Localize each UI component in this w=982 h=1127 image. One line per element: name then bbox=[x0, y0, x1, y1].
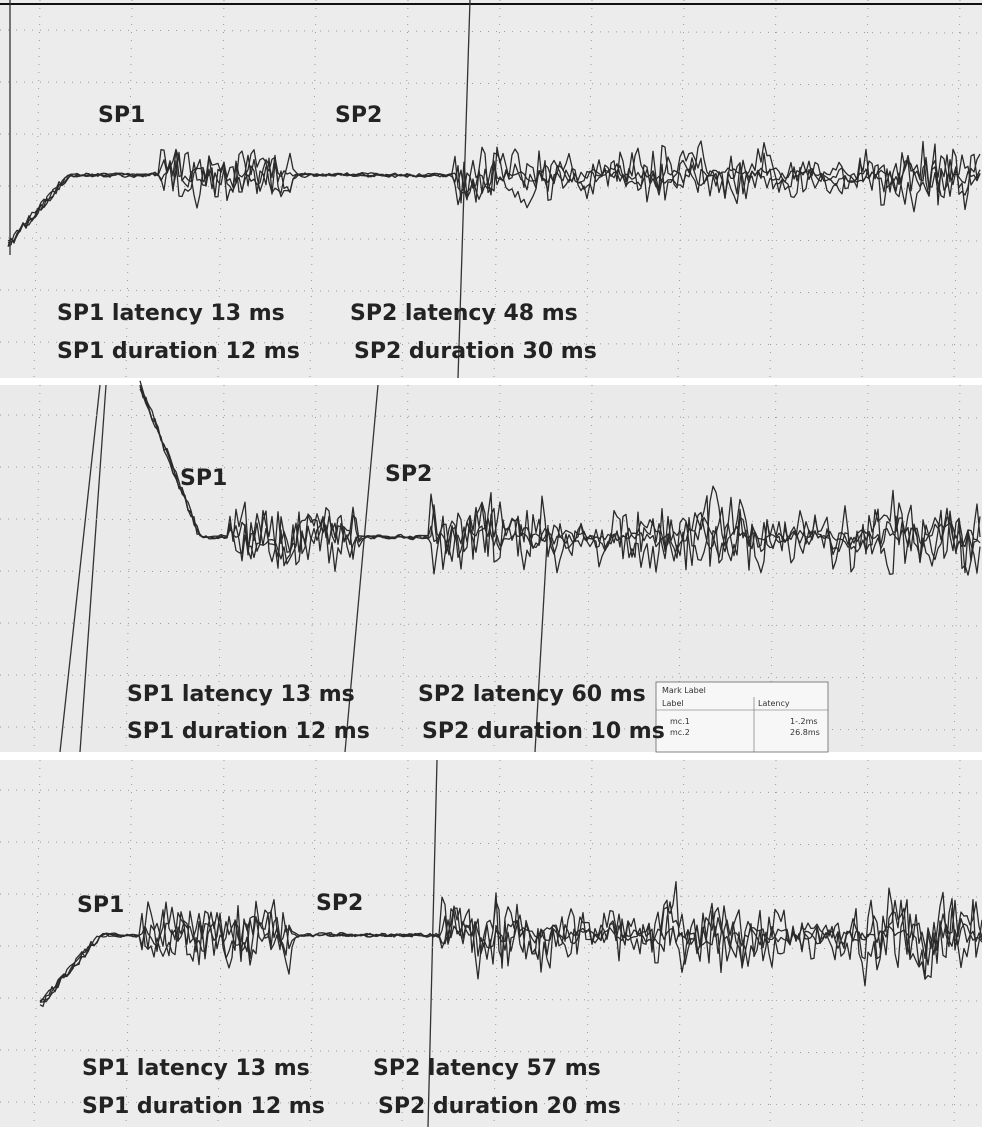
marker: SP2 bbox=[316, 891, 363, 916]
marker: SP2 bbox=[335, 103, 382, 128]
annotation: SP1 latency 13 ms bbox=[127, 682, 355, 707]
box-cell: 1-.2ms bbox=[790, 717, 818, 726]
annotation: SP2 latency 48 ms bbox=[350, 301, 578, 326]
panel: SP1 SP2 Mark Label Label Latency mc.1 1-… bbox=[0, 381, 982, 752]
box-header: Latency bbox=[758, 699, 790, 708]
annotation: SP1 duration 12 ms bbox=[82, 1094, 325, 1119]
annotation: SP2 latency 57 ms bbox=[373, 1056, 601, 1081]
annotation: SP2 duration 20 ms bbox=[378, 1094, 621, 1119]
annotation: SP1 duration 12 ms bbox=[57, 339, 300, 364]
box-cell: mc.1 bbox=[670, 717, 690, 726]
emg-figure: SP1 SP2 SP1 latency 13 ms SP2 latency 48… bbox=[0, 0, 982, 1127]
marker: SP1 bbox=[180, 466, 227, 491]
annotation: SP2 duration 30 ms bbox=[354, 339, 597, 364]
marker: SP1 bbox=[98, 103, 145, 128]
annotation: SP1 latency 13 ms bbox=[57, 301, 285, 326]
box-title: Mark Label bbox=[662, 686, 706, 695]
mark-label-box: Mark Label Label Latency mc.1 1-.2ms mc.… bbox=[656, 682, 828, 752]
annotation: SP1 latency 13 ms bbox=[82, 1056, 310, 1081]
marker: SP1 bbox=[77, 893, 124, 918]
box-cell: mc.2 bbox=[670, 728, 690, 737]
figure: SP1 SP2 SP1 latency 13 ms SP2 latency 48… bbox=[0, 0, 982, 1127]
annotation: SP2 duration 10 ms bbox=[422, 719, 665, 744]
marker: SP2 bbox=[385, 462, 432, 487]
annotation: SP1 duration 12 ms bbox=[127, 719, 370, 744]
box-cell: 26.8ms bbox=[790, 728, 820, 737]
annotation: SP2 latency 60 ms bbox=[418, 682, 646, 707]
panel: SP1 SP2 SP1 latency 13 ms SP2 latency 57… bbox=[0, 760, 982, 1127]
box-header: Label bbox=[662, 699, 684, 708]
panel: SP1 SP2 SP1 latency 13 ms SP2 latency 48… bbox=[0, 0, 982, 378]
